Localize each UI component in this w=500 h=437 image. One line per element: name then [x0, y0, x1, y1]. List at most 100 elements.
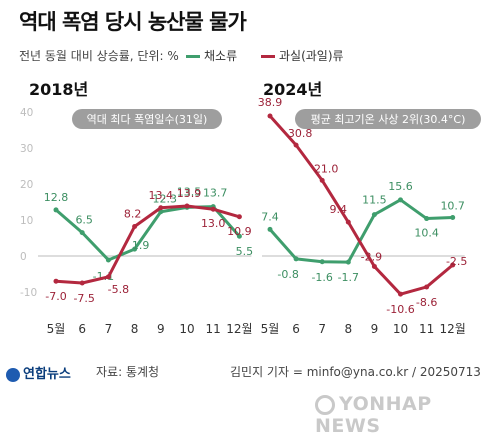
data-point-red	[236, 214, 242, 220]
data-point-red	[371, 263, 377, 269]
data-label-green: 1.9	[132, 239, 150, 252]
data-point-red	[398, 291, 403, 297]
data-label-green: 6.5	[75, 214, 93, 227]
data-point-green	[53, 207, 59, 213]
x-tick-label: 10	[179, 322, 194, 336]
data-label-red: 13.0	[201, 217, 226, 230]
annotation-badge	[295, 109, 481, 129]
year-label-2018: 2018년	[29, 80, 89, 99]
y-tick-label: 30	[20, 143, 33, 155]
yonhap-logo-text: 연합뉴스	[23, 367, 71, 382]
legend-item-fruits: 과실(과일)류	[261, 47, 344, 64]
chart-title: 역대 폭염 당시 농산물 물가	[19, 10, 247, 34]
yonhap-logo-icon	[6, 367, 20, 382]
data-label-green: -1.7	[338, 271, 359, 284]
data-point-red	[210, 206, 216, 212]
data-point-red	[158, 205, 164, 211]
data-point-red	[79, 280, 85, 286]
data-label-green: 15.6	[388, 180, 413, 193]
x-tick-label: 10	[393, 322, 408, 336]
year-label-2024: 2024년	[263, 80, 323, 99]
data-label-green: -1.6	[311, 271, 332, 284]
annotation-text: 역대 최다 폭염일수(31일)	[87, 112, 208, 126]
data-label-green: 13.5	[177, 185, 202, 198]
data-point-red	[293, 142, 299, 148]
watermark-text: YONHAP NEWS	[315, 393, 432, 437]
data-label-red: 8.2	[124, 207, 142, 220]
x-tick-label: 9	[371, 322, 379, 336]
watermark: YONHAP NEWS	[315, 393, 500, 437]
data-label-red: -8.6	[416, 296, 437, 309]
data-label-red: -2.9	[361, 250, 382, 263]
data-point-red	[132, 223, 138, 229]
data-point-green	[293, 256, 299, 262]
credit-text: 김민지 기자 = minfo@yna.co.kr / 20250713	[230, 365, 481, 379]
data-point-red	[424, 284, 430, 290]
y-tick-label: 10	[20, 215, 33, 227]
data-label-green: 13.7	[203, 187, 228, 200]
data-label-green: 7.4	[261, 210, 279, 223]
data-label-green: 5.5	[236, 245, 254, 258]
chart-svg: 40 30 20 10 0 -10 역대 최다 폭염일수(31일) 5월 6 7 8 9 10 11 12월…	[20, 96, 481, 336]
legend-item-vegetables: 채소류	[186, 47, 237, 64]
data-point-red	[53, 278, 59, 284]
data-label-green: -0.8	[277, 268, 298, 281]
x-tick-label: 6	[78, 322, 86, 336]
data-point-green	[105, 257, 111, 263]
y-tick-label: -10	[20, 287, 37, 299]
data-point-red	[267, 113, 273, 119]
x-tick-label: 8	[131, 322, 139, 336]
watermark-icon	[315, 394, 335, 415]
data-label-red: -10.6	[386, 303, 414, 316]
y-tick-label: 0	[20, 251, 27, 263]
legend-label-vegetables: 채소류	[204, 49, 238, 63]
annotation-text: 평균 최고기온 사상 2위(30.4°C)	[311, 113, 466, 126]
x-tick-label: 12월	[440, 322, 466, 336]
data-point-red	[450, 262, 456, 268]
data-label-red: 10.9	[227, 225, 252, 238]
data-label-green: 10.4	[414, 227, 439, 240]
series-line-red	[268, 114, 454, 296]
data-point-red	[105, 274, 111, 280]
y-tick-label: 40	[20, 107, 33, 119]
data-label-green: 11.5	[362, 194, 387, 207]
x-tick-label: 6	[292, 322, 300, 336]
data-label-red: -7.0	[45, 290, 66, 303]
legend-swatch-red	[261, 55, 275, 58]
x-tick-label: 12월	[226, 322, 252, 336]
data-label-green: 10.7	[440, 199, 465, 212]
x-tick-label: 7	[318, 322, 326, 336]
data-point-green	[450, 214, 456, 220]
y-tick-label: 20	[20, 179, 33, 191]
data-point-green	[132, 246, 138, 252]
x-tick-label: 7	[105, 322, 113, 336]
data-point-red	[319, 177, 325, 183]
data-label-red: 30.8	[288, 127, 313, 140]
series-line-green	[268, 198, 453, 264]
x-tick-label: 8	[344, 322, 352, 336]
data-label-red: -7.5	[73, 292, 94, 305]
data-label-red: 13.4	[149, 189, 174, 202]
x-tick-label: 11	[206, 322, 221, 336]
yonhap-logo: 연합뉴스	[6, 363, 71, 382]
data-point-red	[184, 203, 190, 209]
data-label-red: -2.5	[446, 255, 467, 268]
annotation-badge	[72, 109, 222, 129]
data-label-red: -5.8	[108, 283, 129, 296]
data-label-green: 12.8	[44, 191, 69, 204]
data-point-green	[319, 259, 325, 265]
data-point-green	[79, 230, 85, 236]
data-point-green	[236, 233, 242, 239]
x-tick-label: 5월	[47, 322, 66, 336]
data-point-green	[371, 212, 377, 218]
x-tick-label: 9	[157, 322, 165, 336]
chart-subtitle: 전년 동월 대비 상승률, 단위: %	[19, 49, 179, 63]
data-label-red: 9.4	[330, 203, 348, 216]
data-label-green: 12.3	[153, 193, 178, 206]
series-line-green	[55, 205, 241, 262]
data-label-red: 38.9	[258, 96, 283, 109]
x-tick-label: 5월	[261, 322, 280, 336]
data-point-green	[267, 226, 273, 232]
legend-label-fruits: 과실(과일)류	[279, 49, 344, 63]
data-label-red: 21.0	[314, 162, 339, 175]
